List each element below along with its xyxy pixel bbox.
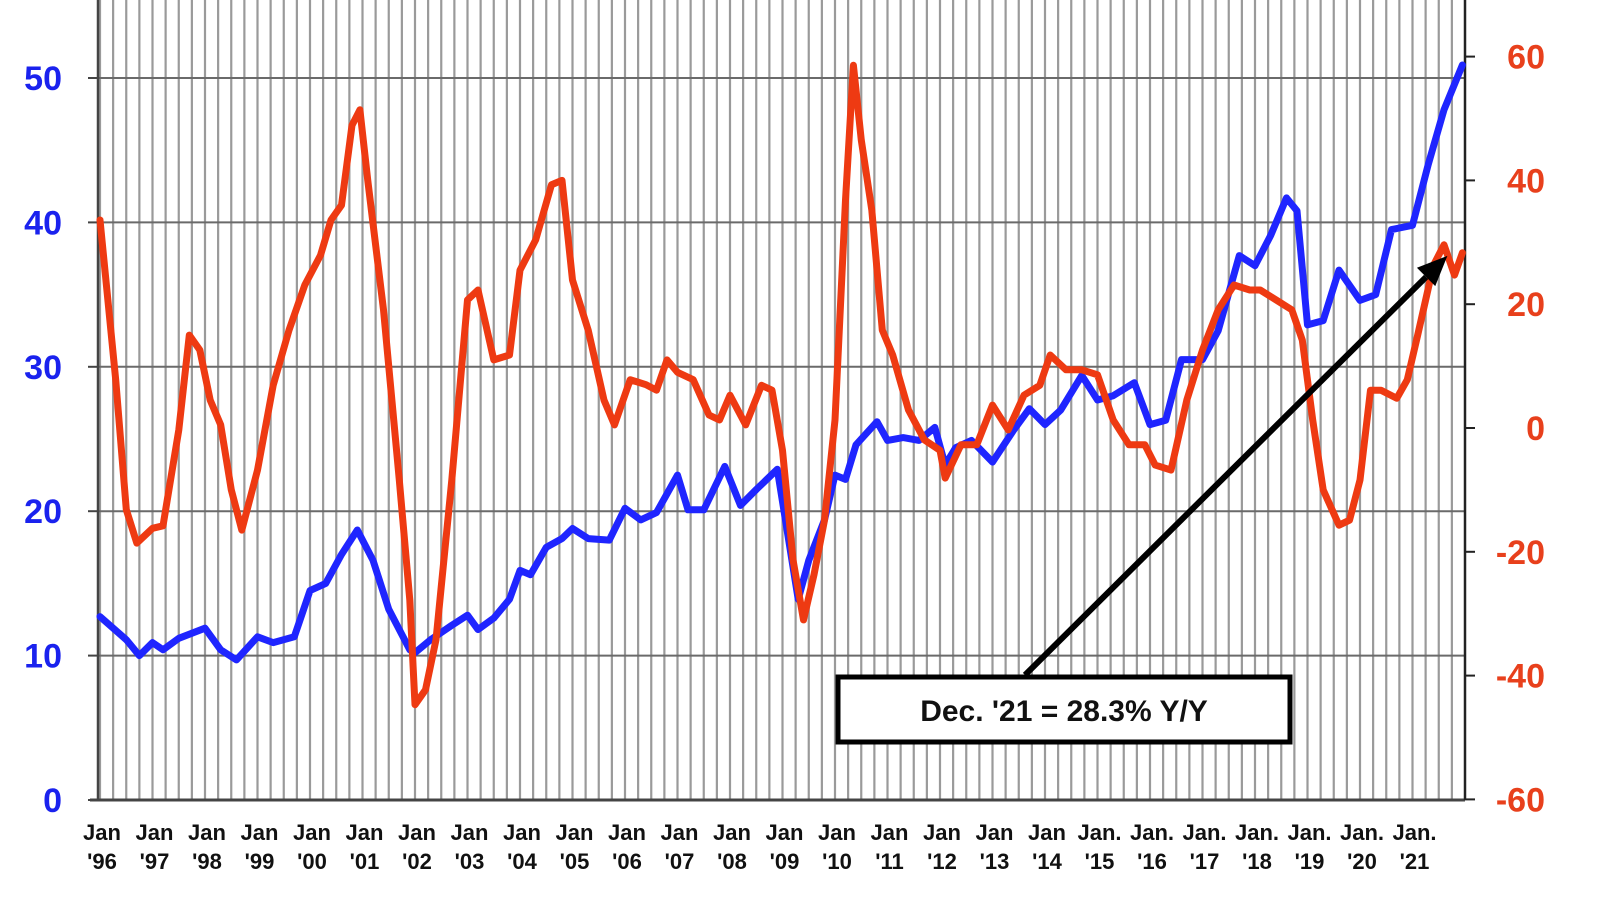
x-axis-tick-label-month: Jan bbox=[871, 820, 909, 845]
blue-level-series-line bbox=[96, 61, 1466, 664]
x-axis-tick-label-month: Jan bbox=[503, 820, 541, 845]
tick-labels: 0 10 20 30 40 50 -60 -40 -20 0 20 40 60 Jan '96 Jan '97 J… bbox=[24, 39, 1545, 874]
right-axis-tick-label: 60 bbox=[1507, 39, 1545, 77]
series-lines bbox=[96, 61, 1466, 709]
annotation-box bbox=[835, 674, 1293, 745]
x-axis-tick-label-year: '17 bbox=[1190, 849, 1220, 874]
x-axis-tick-label-year: '21 bbox=[1400, 849, 1430, 874]
right-axis-tick-label: 20 bbox=[1507, 286, 1545, 324]
red-yoy-series-line bbox=[96, 61, 1466, 709]
x-axis-tick-label-year: '98 bbox=[192, 849, 222, 874]
x-axis-tick-label-year: '05 bbox=[560, 849, 590, 874]
x-axis-tick-label-month: Jan bbox=[398, 820, 436, 845]
x-axis-tick-label-month: Jan bbox=[713, 820, 751, 845]
x-axis-tick-label-year: '01 bbox=[350, 849, 380, 874]
x-axis-tick-label-year: '04 bbox=[507, 849, 537, 874]
x-axis-tick-label-month: Jan bbox=[451, 820, 489, 845]
x-axis-tick-label-month: Jan bbox=[608, 820, 646, 845]
x-axis-tick-label-year: '06 bbox=[612, 849, 642, 874]
x-axis-tick-label-year: '07 bbox=[665, 849, 695, 874]
x-axis-tick-label-month: Jan bbox=[83, 820, 121, 845]
left-axis-tick-label: 50 bbox=[24, 60, 62, 98]
x-axis-tick-label-month: Jan bbox=[766, 820, 804, 845]
x-axis-tick-label-month: Jan bbox=[136, 820, 174, 845]
x-axis-tick-label-month: Jan bbox=[556, 820, 594, 845]
left-axis-tick-label: 20 bbox=[24, 493, 62, 531]
x-axis-tick-label-year: '99 bbox=[245, 849, 275, 874]
left-axis-tick-label: 30 bbox=[24, 349, 62, 387]
horizontal-gridlines bbox=[98, 77, 1465, 657]
x-axis-tick-label-month: Jan bbox=[1028, 820, 1066, 845]
x-axis-tick-label-year: '00 bbox=[297, 849, 327, 874]
left-axis-tick-label: 40 bbox=[24, 204, 62, 242]
x-axis-tick-label-year: '20 bbox=[1347, 849, 1377, 874]
left-axis-tick-label: 10 bbox=[24, 638, 62, 676]
axes bbox=[88, 0, 1475, 802]
x-axis-tick-label-year: '02 bbox=[402, 849, 432, 874]
x-axis-tick-label-month: Jan. bbox=[1287, 820, 1331, 845]
x-axis-tick-label-month: Jan bbox=[976, 820, 1014, 845]
right-axis-tick-label: 40 bbox=[1507, 162, 1545, 200]
x-axis-tick-label-month: Jan bbox=[293, 820, 331, 845]
x-axis-tick-label-year: '15 bbox=[1085, 849, 1115, 874]
annotation-arrowhead bbox=[1416, 255, 1448, 287]
right-axis-tick-label: -20 bbox=[1496, 534, 1545, 572]
x-axis-tick-label-month: Jan bbox=[818, 820, 856, 845]
left-axis-tick-label: 0 bbox=[43, 782, 62, 820]
x-axis-tick-label-year: '14 bbox=[1032, 849, 1062, 874]
x-axis-tick-label-year: '16 bbox=[1137, 849, 1167, 874]
x-axis-tick-label-month: Jan. bbox=[1340, 820, 1384, 845]
right-axis-tick-label: 0 bbox=[1526, 410, 1545, 448]
x-axis-tick-label-year: '03 bbox=[455, 849, 485, 874]
annotation-arrow bbox=[1022, 274, 1429, 678]
x-axis-tick-label-month: Jan bbox=[188, 820, 226, 845]
x-axis-tick-label-month: Jan. bbox=[1130, 820, 1174, 845]
x-axis-tick-label-month: Jan bbox=[241, 820, 279, 845]
x-axis-tick-label-year: '11 bbox=[875, 849, 904, 874]
x-axis-tick-label-year: '08 bbox=[717, 849, 747, 874]
x-axis-tick-label-month: Jan bbox=[661, 820, 699, 845]
x-axis-tick-label-year: '13 bbox=[980, 849, 1010, 874]
x-axis-tick-label-month: Jan bbox=[346, 820, 384, 845]
x-axis-tick-label-year: '12 bbox=[927, 849, 957, 874]
annotation-text: Dec. '21 = 28.3% Y/Y bbox=[920, 695, 1208, 728]
x-axis-tick-label-year: '18 bbox=[1242, 849, 1272, 874]
x-axis-tick-label-month: Jan. bbox=[1392, 820, 1436, 845]
right-axis-tick-label: -60 bbox=[1496, 781, 1545, 819]
x-axis-tick-label-year: '09 bbox=[770, 849, 800, 874]
x-axis-tick-label-month: Jan. bbox=[1235, 820, 1279, 845]
x-axis-tick-label-year: '97 bbox=[140, 849, 170, 874]
x-axis-tick-label-month: Jan. bbox=[1182, 820, 1226, 845]
x-axis-tick-label-month: Jan bbox=[923, 820, 961, 845]
right-axis-tick-label: -40 bbox=[1496, 658, 1545, 696]
annotation: Dec. '21 = 28.3% Y/Y bbox=[835, 255, 1448, 745]
x-axis-tick-label-year: '96 bbox=[87, 849, 117, 874]
x-axis-tick-label-month: Jan. bbox=[1077, 820, 1121, 845]
x-axis-tick-label-year: '19 bbox=[1295, 849, 1325, 874]
x-axis-tick-label-year: '10 bbox=[822, 849, 852, 874]
